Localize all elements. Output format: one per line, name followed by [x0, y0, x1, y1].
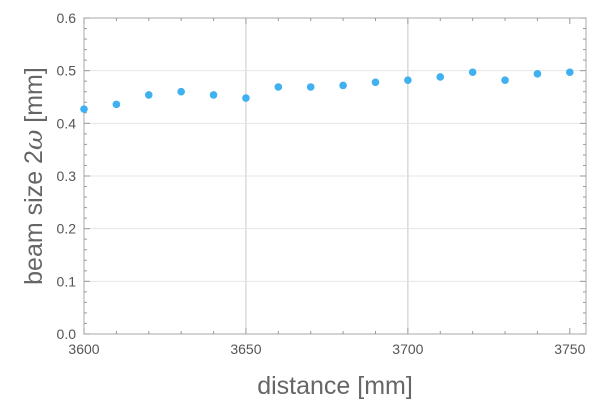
data-point-0-10: [404, 76, 412, 84]
axis-ticks: [83, 17, 586, 335]
data-point-0-13: [501, 76, 509, 84]
x-tick-label-3600: 3600: [68, 341, 99, 357]
y-axis-title-suffix: [mm]: [20, 67, 48, 130]
data-point-0-2: [144, 91, 153, 99]
y-tick-label-1: 0.1: [57, 273, 77, 289]
data-point-0-11: [436, 73, 445, 81]
data-point-0-8: [339, 81, 347, 90]
data-point-0-5: [242, 94, 250, 102]
y-axis-title-omega: ω: [19, 130, 48, 150]
data-point-0-9: [371, 78, 380, 87]
x-tick-label-3750: 3750: [554, 341, 585, 357]
y-axis-title: beam size 2ω [mm]: [19, 67, 48, 285]
x-tick-label-3700: 3700: [392, 341, 423, 357]
data-point-0-15: [566, 68, 574, 77]
y-tick-label-3: 0.3: [57, 168, 77, 184]
data-point-0-4: [209, 91, 218, 99]
y-axis-title-prefix: beam size 2: [20, 150, 48, 285]
data-point-0-6: [274, 83, 283, 91]
data-point-0-0: [80, 105, 88, 113]
y-tick-label-4: 0.4: [57, 115, 77, 131]
data-point-0-7: [306, 83, 315, 91]
x-tick-label-3650: 3650: [230, 341, 261, 357]
data-points: [80, 68, 574, 113]
tick-labels: 3600 3650 3700 3750 0.0 0.1 0.2 0.3 0.4 0.5 0.6: [57, 10, 586, 357]
gridlines: [84, 18, 586, 334]
x-axis-title: distance [mm]: [257, 372, 413, 400]
y-tick-label-6: 0.6: [57, 10, 77, 26]
data-point-0-1: [112, 100, 121, 109]
y-tick-label-0: 0.0: [57, 326, 77, 342]
data-point-0-14: [533, 70, 542, 78]
data-point-0-3: [177, 87, 185, 96]
y-tick-label-5: 0.5: [57, 63, 77, 79]
y-tick-label-2: 0.2: [57, 221, 77, 237]
data-point-0-12: [468, 68, 477, 77]
